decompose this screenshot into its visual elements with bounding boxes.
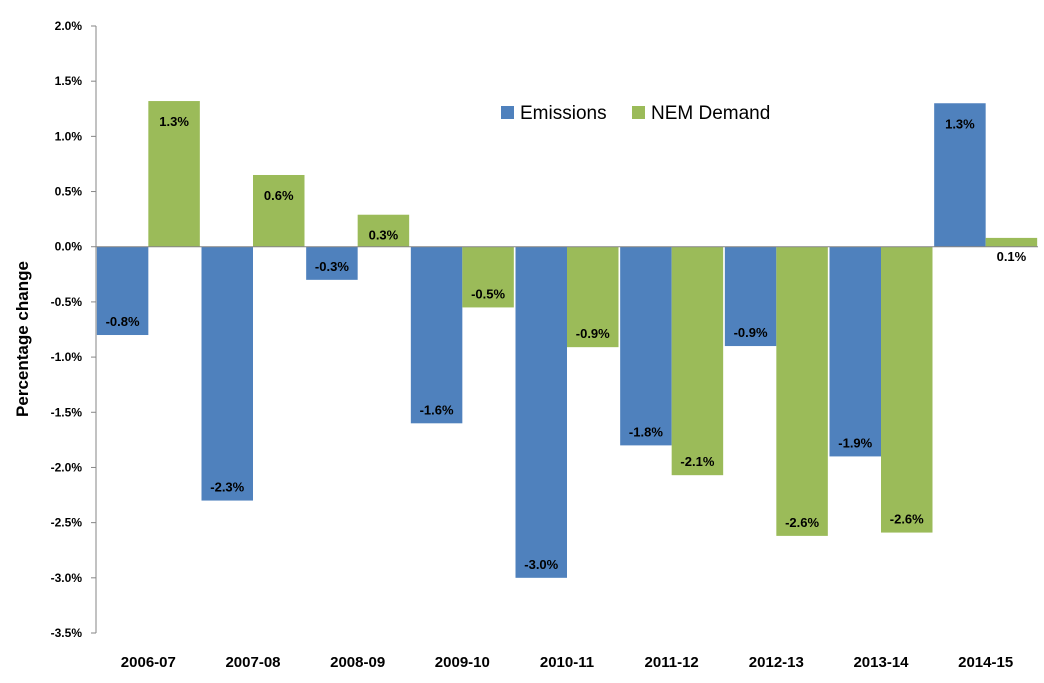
y-tick-label: -2.0% xyxy=(51,460,83,474)
data-label-nem-demand: 0.3% xyxy=(369,228,399,243)
legend-swatch-nem-demand xyxy=(632,106,645,119)
bar-nem-demand-2014-15 xyxy=(985,237,1038,247)
bar-emissions-2009-10 xyxy=(410,246,463,424)
data-label-nem-demand: -0.5% xyxy=(471,286,505,301)
bar-nem-demand-2011-12 xyxy=(671,246,724,476)
bar-emissions-2008-09 xyxy=(306,246,358,280)
data-label-nem-demand: 0.1% xyxy=(997,249,1027,264)
data-label-emissions: -0.9% xyxy=(734,325,768,340)
x-tick-label: 2008-09 xyxy=(330,654,385,671)
data-label-emissions: 1.3% xyxy=(945,116,975,131)
bar-nem-demand-2013-14 xyxy=(881,246,933,533)
y-tick-label: 0.0% xyxy=(55,240,83,254)
data-label-emissions: -2.3% xyxy=(210,480,244,495)
bar-emissions-2013-14 xyxy=(829,246,881,457)
data-label-nem-demand: 1.3% xyxy=(159,114,189,129)
legend-swatch-emissions xyxy=(501,106,514,119)
x-tick-label: 2010-11 xyxy=(540,654,594,671)
y-axis-title: Percentage change xyxy=(13,261,32,417)
data-label-emissions: -0.8% xyxy=(106,314,140,329)
y-tick-label: 2.0% xyxy=(55,19,83,33)
bars xyxy=(96,101,1038,578)
x-tick-label: 2012-13 xyxy=(749,654,804,671)
y-tick-label: -0.5% xyxy=(51,295,83,309)
data-label-nem-demand: -0.9% xyxy=(576,326,610,341)
bar-nem-demand-2006-07 xyxy=(148,101,200,247)
y-axis: 2.0% 1.5% 1.0% 0.5% 0.0% -0.5% -1.0% -1.5% -2.0%… xyxy=(51,19,97,640)
bar-emissions-2014-15 xyxy=(934,103,986,247)
bar-emissions-2007-08 xyxy=(201,246,253,501)
data-label-emissions: -1.8% xyxy=(629,424,663,439)
data-labels: -0.8% -2.3% -0.3% -1.6% -3.0% -1.8% -0.9% -1.9%… xyxy=(106,114,1027,572)
data-label-emissions: -0.3% xyxy=(315,259,349,274)
y-tick-label: 0.5% xyxy=(55,185,83,199)
bar-nem-demand-2007-08 xyxy=(253,174,305,247)
x-tick-label: 2011-12 xyxy=(645,654,699,671)
legend-label-emissions: Emissions xyxy=(520,103,607,124)
x-tick-label: 2007-08 xyxy=(225,654,280,671)
data-label-nem-demand: -2.6% xyxy=(890,512,924,527)
x-axis: 2006-07 2007-08 2008-09 2009-10 2010-11 2011-… xyxy=(96,246,1038,671)
bar-nem-demand-2010-11 xyxy=(567,246,619,348)
data-label-nem-demand: 0.6% xyxy=(264,188,294,203)
data-label-emissions: -1.6% xyxy=(420,402,454,417)
y-tick-label: -3.5% xyxy=(51,626,83,640)
y-tick-label: -1.5% xyxy=(51,405,83,419)
bar-emissions-2010-11 xyxy=(515,246,567,578)
bar-emissions-2006-07 xyxy=(96,246,149,336)
data-label-nem-demand: -2.6% xyxy=(785,515,819,530)
data-label-nem-demand: -2.1% xyxy=(680,454,714,469)
y-tick-label: 1.0% xyxy=(55,129,83,143)
x-tick-label: 2006-07 xyxy=(121,654,176,671)
y-tick-label: -2.5% xyxy=(51,516,83,530)
x-tick-label: 2009-10 xyxy=(435,654,490,671)
legend-label-nem-demand: NEM Demand xyxy=(651,103,770,124)
bar-emissions-2012-13 xyxy=(724,246,777,347)
legend: Emissions NEM Demand xyxy=(501,103,770,124)
bar-nem-demand-2008-09 xyxy=(357,214,410,247)
y-tick-label: -3.0% xyxy=(51,571,83,585)
data-label-emissions: -3.0% xyxy=(524,557,558,572)
bar-emissions-2011-12 xyxy=(620,246,672,446)
x-tick-label: 2014-15 xyxy=(958,654,1013,671)
data-label-emissions: -1.9% xyxy=(838,435,872,450)
x-tick-label: 2013-14 xyxy=(853,654,909,671)
y-tick-label: 1.5% xyxy=(55,74,83,88)
bar-nem-demand-2009-10 xyxy=(462,246,514,308)
bar-nem-demand-2012-13 xyxy=(776,246,828,536)
y-tick-label: -1.0% xyxy=(51,350,83,364)
